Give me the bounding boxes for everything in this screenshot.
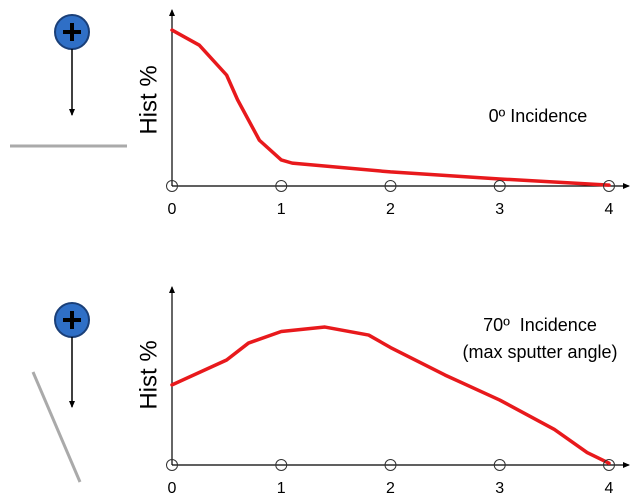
annotation: 70º Incidence <box>483 315 597 335</box>
x-tick-label: 0 <box>168 201 177 218</box>
y-axis-label: Hist % <box>135 340 162 409</box>
annotation: (max sputter angle) <box>462 342 617 362</box>
page: 0 1 2 3 4 Hist % 0º Incidence 0 1 2 3 4 Hist % 70º In… <box>0 0 641 498</box>
annotation: 0º Incidence <box>489 106 588 126</box>
x-tick-label: 3 <box>495 201 504 218</box>
ion-icon <box>10 15 127 146</box>
x-tick-label: 1 <box>277 201 286 218</box>
diagram: 0 1 2 3 4 Hist % 0º Incidence 0 1 2 3 4 Hist % 70º In… <box>0 0 641 498</box>
x-tick-label: 2 <box>386 201 395 218</box>
x-tick-label: 4 <box>605 201 614 218</box>
x-tick-label: 3 <box>495 480 504 497</box>
y-axis-label: Hist % <box>135 65 162 134</box>
x-tick-label: 1 <box>277 480 286 497</box>
x-tick-label: 4 <box>605 480 614 497</box>
ion-icon <box>33 303 89 482</box>
x-tick-label: 0 <box>168 480 177 497</box>
x-tick-label: 2 <box>386 480 395 497</box>
